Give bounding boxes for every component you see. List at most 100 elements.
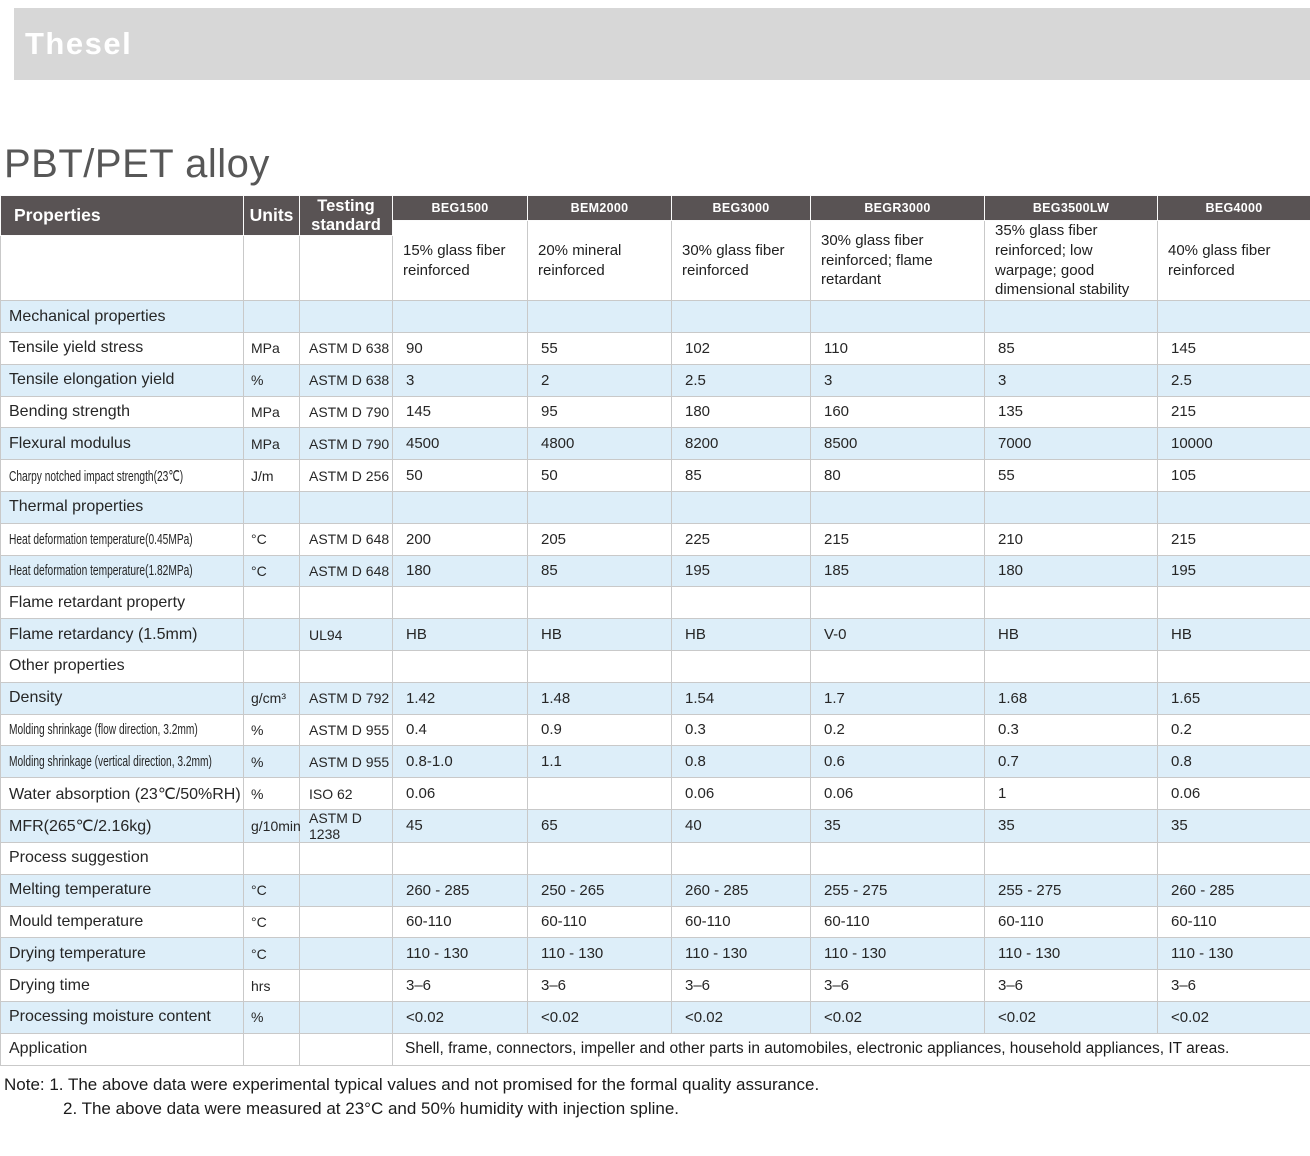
value-cell: 225 [672,523,811,555]
standard-cell: ASTM D 648 [300,523,393,555]
value-cell: 260 - 285 [672,874,811,906]
value-cell: 55 [985,460,1158,492]
section-label: Process suggestion [1,842,244,874]
product-description: 20% mineral reinforced [528,221,672,301]
standard-cell: ASTM D 955 [300,746,393,778]
value-cell: 2.5 [672,364,811,396]
empty-cell [672,587,811,619]
unit-cell: MPa [244,428,300,460]
value-cell: 7000 [985,428,1158,460]
empty-cell [528,491,672,523]
unit-cell: °C [244,555,300,587]
product-description: 15% glass fiber reinforced [393,221,528,301]
value-cell: 60-110 [985,906,1158,938]
units-header: Units [244,196,300,236]
empty-cell [1158,587,1310,619]
note-line-1: Note: 1. The above data were experimenta… [0,1073,1310,1097]
property-label: Heat deformation temperature(1.82MPa) [9,562,193,579]
value-cell: 0.6 [811,746,985,778]
note-line-2: 2. The above data were measured at 23°C … [0,1097,1310,1121]
value-cell: 1.68 [985,682,1158,714]
value-cell: 145 [1158,332,1310,364]
value-cell: 0.9 [528,714,672,746]
property-cell: Drying time [1,970,244,1002]
value-cell: 10000 [1158,428,1310,460]
value-cell: 0.3 [672,714,811,746]
value-cell: 135 [985,396,1158,428]
testing-standard-header: Testing standard [300,196,393,236]
value-cell: 110 - 130 [393,938,528,970]
value-cell: 260 - 285 [1158,874,1310,906]
value-cell: 110 - 130 [672,938,811,970]
value-cell: 35 [811,809,985,842]
property-cell: Density [1,682,244,714]
empty-cell [393,650,528,682]
property-cell: Molding shrinkage (flow direction, 3.2mm… [1,714,244,746]
section-row: Mechanical properties [1,301,1310,333]
value-cell: 1 [985,778,1158,810]
value-cell: 60-110 [528,906,672,938]
value-cell: 0.2 [1158,714,1310,746]
value-cell: 3–6 [672,970,811,1002]
value-cell: 0.7 [985,746,1158,778]
unit-cell [244,1033,300,1065]
value-cell: <0.02 [811,1001,985,1033]
value-cell: 195 [1158,555,1310,587]
property-cell: Application [1,1033,244,1065]
value-cell: 80 [811,460,985,492]
value-cell: HB [393,619,528,651]
unit-cell: % [244,714,300,746]
empty-cell [244,842,300,874]
value-cell [528,778,672,810]
value-cell: 2 [528,364,672,396]
property-cell: Water absorption (23℃/50%RH) [1,778,244,810]
product-description: 30% glass fiber reinforced; flame retard… [811,221,985,301]
property-label: Molding shrinkage (vertical direction, 3… [9,753,212,770]
property-label: Drying time [9,977,90,995]
property-label: Molding shrinkage (flow direction, 3.2mm… [9,721,198,738]
value-cell: 60-110 [811,906,985,938]
value-cell: 210 [985,523,1158,555]
empty-cell [811,650,985,682]
header-filler-cell [244,236,300,301]
header-filler-cell [300,236,393,301]
value-cell: 35 [1158,809,1310,842]
empty-cell [672,842,811,874]
empty-cell [1158,301,1310,333]
value-cell: 1.7 [811,682,985,714]
empty-cell [985,650,1158,682]
value-cell: 185 [811,555,985,587]
value-cell: <0.02 [672,1001,811,1033]
standard-cell: ASTM D 256 [300,460,393,492]
empty-cell [528,587,672,619]
empty-cell [811,587,985,619]
property-cell: Heat deformation temperature(0.45MPa) [1,523,244,555]
value-cell: 0.8 [672,746,811,778]
empty-cell [672,491,811,523]
unit-cell: % [244,364,300,396]
brand-logo: Thesel [14,26,132,62]
value-cell: 4800 [528,428,672,460]
value-cell: 40 [672,809,811,842]
standard-cell [300,1001,393,1033]
property-cell: Tensile yield stress [1,332,244,364]
value-cell: 85 [528,555,672,587]
empty-cell [985,587,1158,619]
unit-cell: MPa [244,396,300,428]
section-label: Other properties [1,650,244,682]
unit-cell: g/cm³ [244,682,300,714]
unit-cell: J/m [244,460,300,492]
empty-cell [811,301,985,333]
product-column-header: BEG1500 [393,196,528,221]
property-label: Processing moisture content [9,1008,211,1026]
standard-cell: ASTM D 790 [300,396,393,428]
value-cell: 3–6 [985,970,1158,1002]
value-cell: 250 - 265 [528,874,672,906]
value-cell: 60-110 [1158,906,1310,938]
value-cell: 85 [672,460,811,492]
